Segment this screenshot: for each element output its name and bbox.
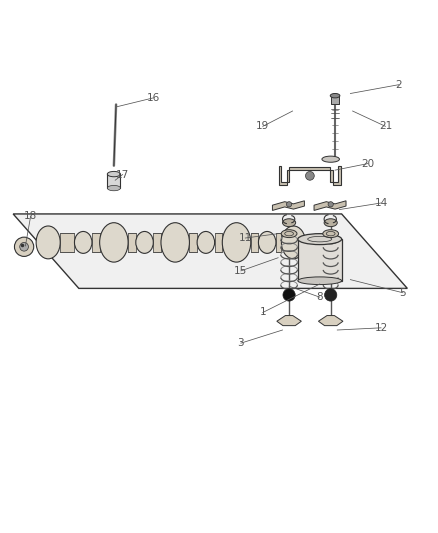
Text: 8: 8 xyxy=(316,292,323,302)
Polygon shape xyxy=(318,316,343,326)
Ellipse shape xyxy=(298,277,342,285)
Bar xyxy=(298,239,342,281)
Bar xyxy=(107,174,120,188)
Polygon shape xyxy=(128,233,136,252)
Circle shape xyxy=(14,237,34,256)
Polygon shape xyxy=(279,166,340,185)
Ellipse shape xyxy=(258,231,276,253)
Polygon shape xyxy=(251,233,258,252)
Ellipse shape xyxy=(100,223,128,262)
Ellipse shape xyxy=(107,172,120,177)
Text: 1: 1 xyxy=(259,308,266,318)
Polygon shape xyxy=(189,233,197,252)
Text: 20: 20 xyxy=(361,159,374,168)
Text: 5: 5 xyxy=(399,288,406,298)
Text: 2: 2 xyxy=(395,80,402,90)
Polygon shape xyxy=(276,233,281,252)
Polygon shape xyxy=(272,201,304,211)
Circle shape xyxy=(283,289,295,301)
Circle shape xyxy=(286,201,292,207)
Polygon shape xyxy=(92,233,100,252)
Circle shape xyxy=(305,172,314,180)
Text: 16: 16 xyxy=(147,93,160,103)
Text: 3: 3 xyxy=(237,338,244,348)
Text: 19: 19 xyxy=(256,122,269,131)
Ellipse shape xyxy=(222,223,251,262)
Ellipse shape xyxy=(107,185,120,191)
Ellipse shape xyxy=(281,226,306,259)
Text: 21: 21 xyxy=(379,122,392,131)
Bar xyxy=(331,95,339,104)
Polygon shape xyxy=(314,201,346,211)
Circle shape xyxy=(328,201,333,207)
Ellipse shape xyxy=(324,219,337,227)
Circle shape xyxy=(20,243,28,251)
Polygon shape xyxy=(153,233,161,252)
Text: 18: 18 xyxy=(24,211,37,221)
Ellipse shape xyxy=(136,231,153,253)
Text: 12: 12 xyxy=(374,323,388,333)
Ellipse shape xyxy=(323,230,339,238)
Text: 11: 11 xyxy=(239,233,252,243)
Polygon shape xyxy=(277,316,301,326)
Text: 17: 17 xyxy=(116,169,129,180)
Ellipse shape xyxy=(330,93,340,98)
Ellipse shape xyxy=(36,226,60,259)
Circle shape xyxy=(325,289,337,301)
Text: 15: 15 xyxy=(234,266,247,276)
Ellipse shape xyxy=(74,231,92,253)
Polygon shape xyxy=(60,233,74,252)
Ellipse shape xyxy=(322,156,339,162)
Text: 14: 14 xyxy=(374,198,388,208)
Polygon shape xyxy=(215,233,223,252)
Ellipse shape xyxy=(298,233,342,245)
Ellipse shape xyxy=(197,231,215,253)
Ellipse shape xyxy=(283,219,296,227)
Ellipse shape xyxy=(161,223,190,262)
Ellipse shape xyxy=(281,230,297,238)
Polygon shape xyxy=(13,214,407,288)
